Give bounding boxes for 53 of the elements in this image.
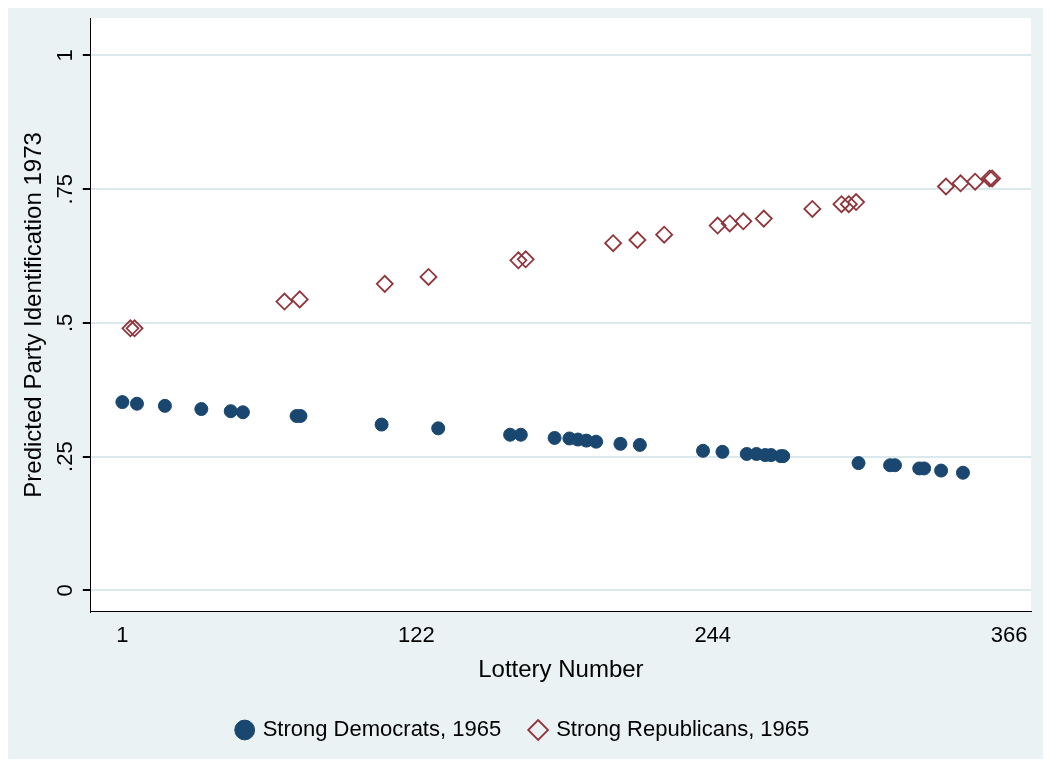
point (851, 456, 866, 471)
point (934, 463, 949, 478)
point (613, 436, 628, 451)
point (715, 444, 730, 459)
point (125, 319, 144, 338)
point (290, 290, 309, 309)
point (547, 430, 562, 445)
point (509, 251, 528, 270)
point (589, 434, 604, 449)
point (516, 250, 535, 269)
y-tick-label: .75 (51, 173, 77, 205)
point (223, 404, 238, 419)
point (696, 443, 711, 458)
point (604, 234, 623, 253)
y-tick-label: .5 (51, 313, 77, 333)
legend-label: Strong Republicans, 1965 (556, 716, 810, 742)
point (655, 225, 674, 244)
x-tick-label: 244 (694, 622, 732, 648)
point (839, 195, 858, 214)
point (513, 427, 528, 442)
point (955, 465, 970, 480)
point (708, 216, 727, 235)
point (115, 395, 130, 410)
x-tick-label: 366 (990, 622, 1028, 648)
point (734, 212, 753, 231)
point (966, 172, 985, 191)
point (847, 193, 865, 211)
point (628, 231, 647, 249)
point (951, 174, 970, 193)
point (720, 214, 739, 233)
point (937, 177, 955, 196)
point (275, 292, 294, 311)
y-axis-title: Predicted Party Identification 1973 (19, 132, 47, 498)
point (235, 405, 250, 420)
legend-label: Strong Democrats, 1965 (262, 716, 502, 742)
point (832, 195, 851, 214)
point (375, 274, 394, 293)
point (803, 200, 822, 218)
point (431, 421, 446, 436)
y-tick-label: 0 (51, 584, 77, 597)
point (754, 209, 773, 228)
y-tick-label: .25 (51, 441, 77, 472)
x-tick-label: 122 (397, 622, 435, 648)
point (632, 437, 647, 452)
point (194, 402, 209, 417)
point (129, 396, 144, 411)
point (374, 417, 389, 432)
x-axis-title: Lottery Number (478, 655, 644, 683)
point (419, 268, 438, 286)
point (121, 319, 140, 338)
point (157, 398, 172, 413)
y-tick-label: 1 (51, 49, 77, 62)
x-tick-label: 1 (116, 622, 129, 648)
